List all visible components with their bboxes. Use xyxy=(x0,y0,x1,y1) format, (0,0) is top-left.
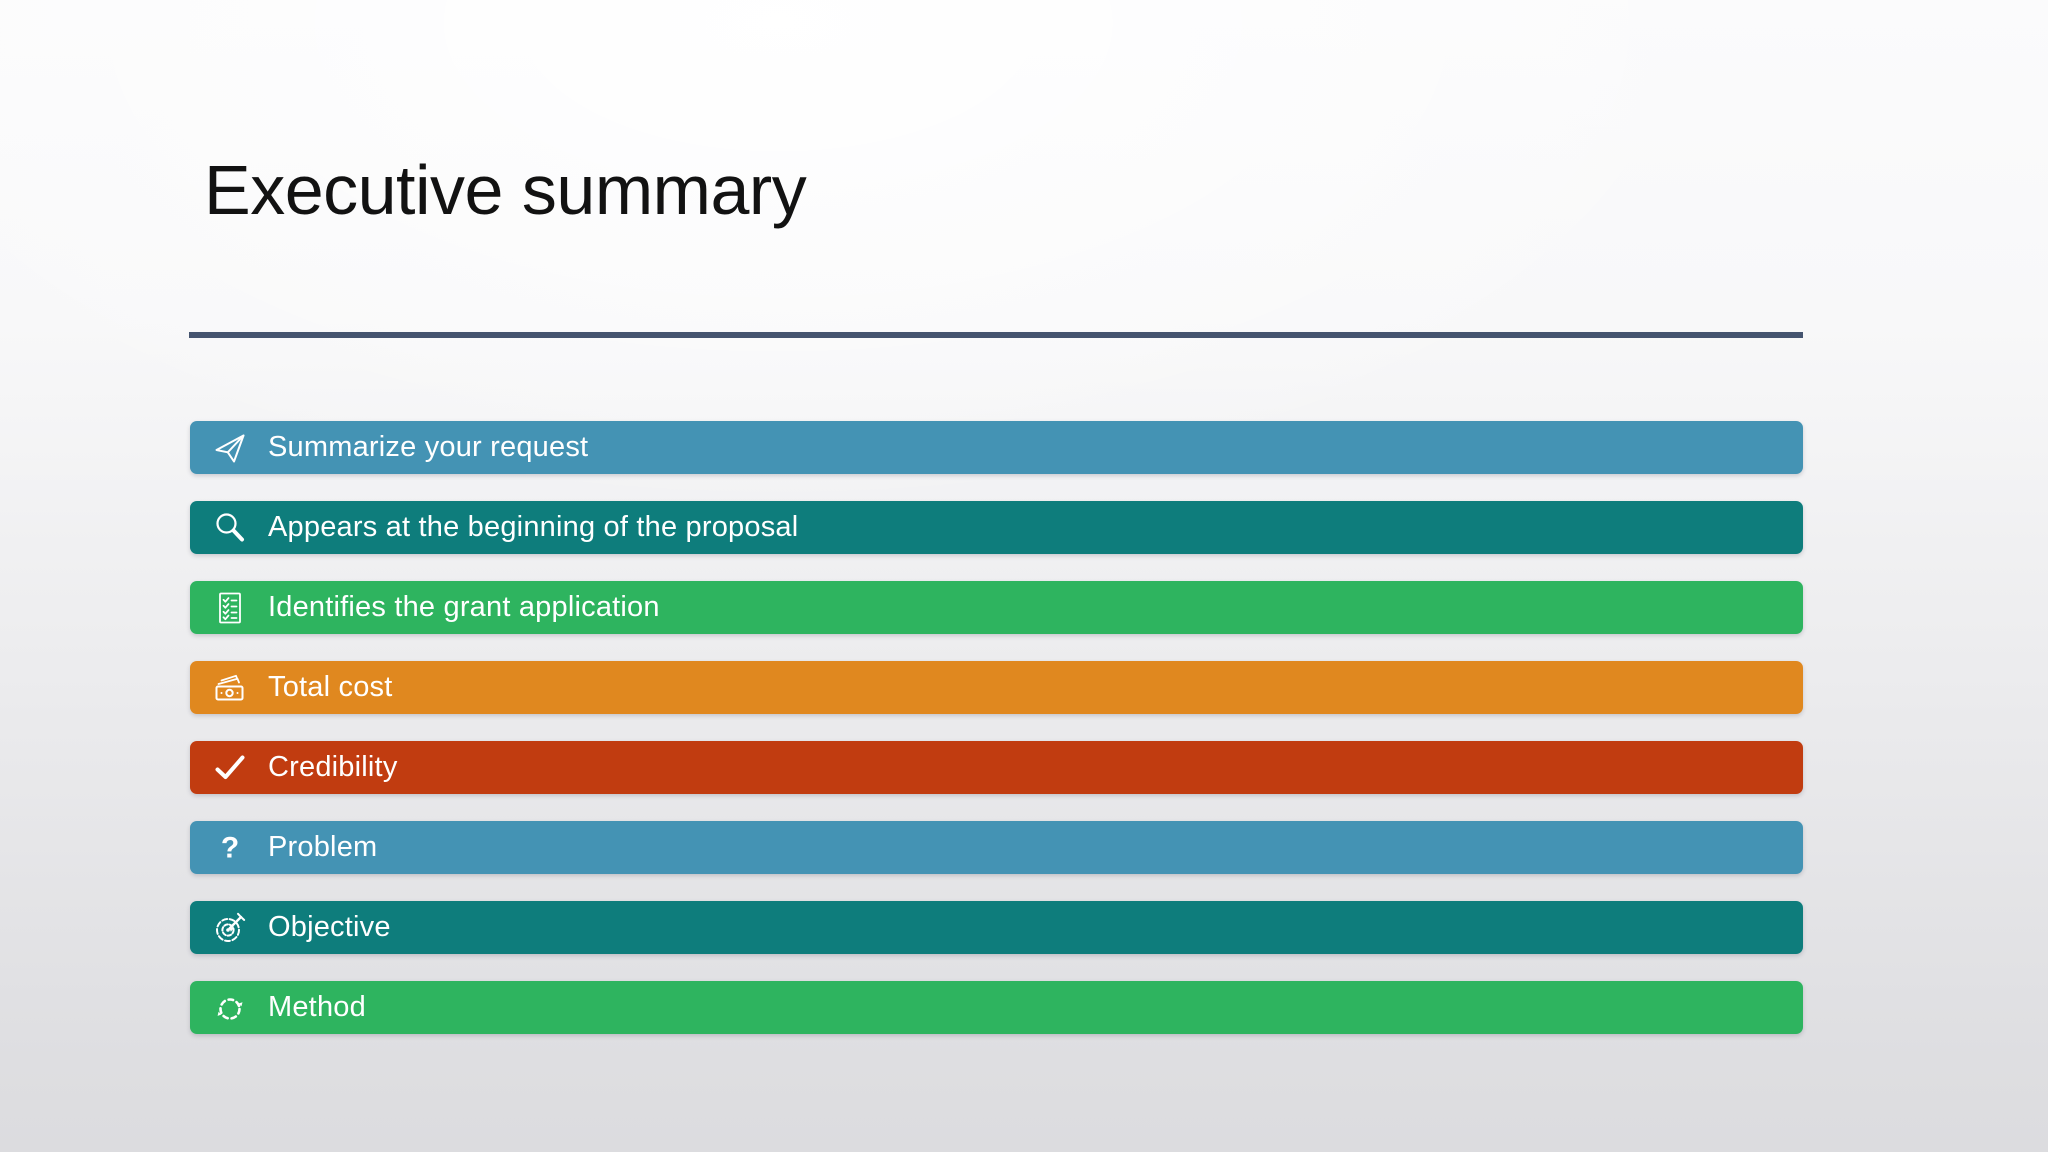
list-item-label: Problem xyxy=(268,831,378,863)
list-item: Summarize your request xyxy=(190,421,1803,474)
list-item: Credibility xyxy=(190,741,1803,794)
list-item-label: Total cost xyxy=(268,671,393,703)
list-item-label: Appears at the beginning of the proposal xyxy=(268,511,799,543)
money-icon xyxy=(211,669,249,707)
list-item-label: Method xyxy=(268,991,366,1023)
title-divider-line xyxy=(189,332,1803,338)
list-item: Appears at the beginning of the proposal xyxy=(190,501,1803,554)
question-icon: ? xyxy=(211,829,249,867)
list-item: Method xyxy=(190,981,1803,1034)
checklist-icon xyxy=(211,589,249,627)
page-title: Executive summary xyxy=(204,151,807,229)
send-icon xyxy=(211,429,249,467)
list-item-label: Objective xyxy=(268,911,391,943)
search-icon xyxy=(211,509,249,547)
target-icon xyxy=(211,909,249,947)
summary-bar-list: Summarize your request Appears at the beg… xyxy=(190,421,1803,1061)
list-item-label: Identifies the grant application xyxy=(268,591,660,623)
list-item: Total cost xyxy=(190,661,1803,714)
list-item: ? Problem xyxy=(190,821,1803,874)
list-item: Objective xyxy=(190,901,1803,954)
list-item-label: Credibility xyxy=(268,751,398,783)
list-item: Identifies the grant application xyxy=(190,581,1803,634)
checkmark-icon xyxy=(211,749,249,787)
svg-text:?: ? xyxy=(221,831,239,864)
list-item-label: Summarize your request xyxy=(268,431,589,463)
sync-icon xyxy=(211,989,249,1027)
